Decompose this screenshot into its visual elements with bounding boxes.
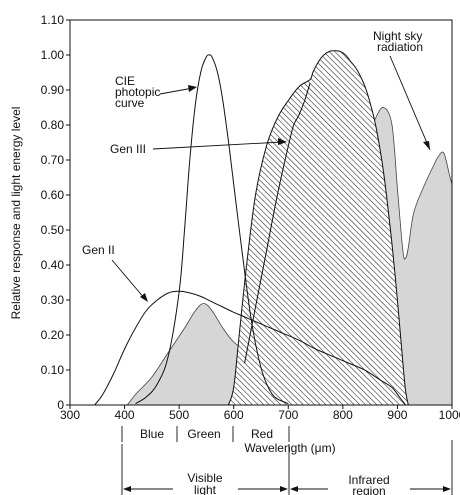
y-tick-label: 0.40	[41, 258, 65, 272]
x-tick-label: 500	[169, 408, 189, 422]
y-axis-label: Relative response and light energy level	[9, 107, 23, 320]
gen2-label: Gen II	[82, 243, 115, 257]
gen2-arrowhead	[140, 293, 148, 302]
cie-label: CIE	[115, 74, 135, 88]
y-tick-label: 0.50	[41, 223, 65, 237]
y-tick-label: 0.10	[41, 363, 65, 377]
visible-arrowhead-left	[123, 486, 131, 492]
plot-frame	[69, 19, 453, 406]
y-tick-label: 0	[57, 398, 64, 412]
cie-arrowhead	[188, 85, 197, 92]
series-cie-photopic-curve	[135, 54, 289, 405]
cie-label-3: curve	[115, 96, 145, 110]
band-label-green: Green	[187, 427, 220, 441]
gen3-leader	[152, 141, 283, 150]
series-gen-iii-outline	[244, 82, 311, 364]
x-tick-label: 400	[115, 408, 135, 422]
x-tick-label: 800	[333, 408, 353, 422]
spectral-bands: Blue Green Red	[121, 426, 290, 442]
night-sky-leader	[389, 55, 431, 151]
gen3-label: Gen III	[110, 142, 146, 156]
gen2-leader	[111, 259, 146, 300]
x-tick-label: 700	[278, 408, 298, 422]
visible-light-label-2: light	[194, 483, 217, 495]
cie-label-2: photopic	[115, 85, 160, 99]
night-sky-label-2: radiation	[377, 40, 423, 54]
y-tick-label: 0.90	[41, 83, 65, 97]
y-tick-label: 0.70	[41, 153, 65, 167]
visible-arrowhead-right	[280, 486, 288, 492]
x-tick-label: 300	[60, 408, 80, 422]
band-label-red: Red	[251, 427, 273, 441]
infrared-region-label: Infrared	[348, 473, 389, 487]
series-layer	[94, 50, 452, 405]
y-tick-label: 0.20	[41, 328, 65, 342]
y-tick-label: 1.00	[41, 48, 65, 62]
band-label-blue: Blue	[140, 427, 164, 441]
gen3-arrowhead	[278, 138, 287, 145]
x-axis-label: Wavelength (μm)	[244, 441, 335, 455]
infrared-arrowhead-right	[443, 486, 451, 492]
y-tick-label: 0.30	[41, 293, 65, 307]
series-gen-ii	[94, 290, 406, 405]
regions: Visible light Infrared region	[121, 440, 453, 495]
night-sky-label: Night sky	[373, 29, 422, 43]
visible-light-label: Visible	[187, 471, 222, 485]
infrared-region-label-2: region	[352, 484, 385, 495]
infrared-arrowhead-left	[290, 486, 298, 492]
y-tick-label: 1.10	[41, 13, 65, 27]
x-tick-label: 600	[224, 408, 244, 422]
annotations: Night sky radiation CIE photopic curve G…	[82, 29, 431, 302]
y-tick-label: 0.60	[41, 188, 65, 202]
night-sky-arrowhead	[423, 141, 430, 150]
series-gen-iii	[227, 50, 409, 405]
cie-leader	[159, 87, 194, 95]
x-tick-label: 900	[387, 408, 407, 422]
y-tick-label: 0.80	[41, 118, 65, 132]
